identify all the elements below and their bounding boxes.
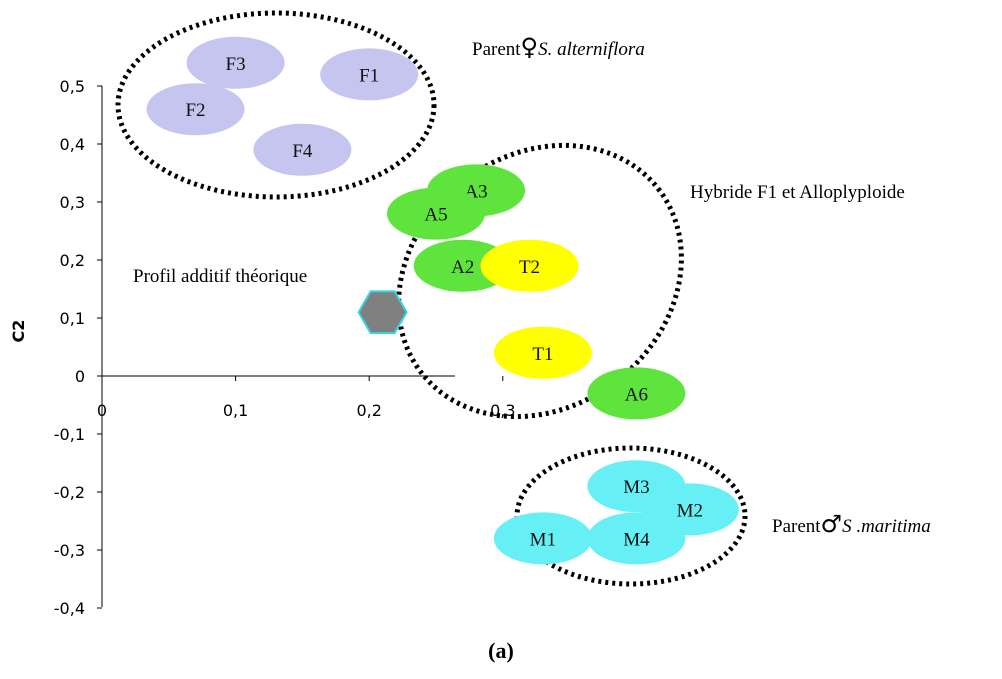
male-symbol-icon: ♂ xyxy=(821,510,843,538)
point-marker xyxy=(493,326,592,379)
point-label: M2 xyxy=(677,500,703,521)
group-annotations: Parent♀S. alterniflora Hybride F1 et All… xyxy=(133,33,931,538)
point-marker xyxy=(587,367,686,420)
hybrid-annotation: Hybride F1 et Alloplyploide xyxy=(690,182,905,203)
y-tick-label: -0,3 xyxy=(54,541,85,560)
female-symbol-icon: ♀ xyxy=(521,33,539,61)
maritima-species: S .maritima xyxy=(842,516,931,537)
point-marker xyxy=(253,123,352,176)
reference-hexagon xyxy=(357,290,408,334)
data-point-f3: F3 xyxy=(186,36,285,89)
y-tick-label: 0 xyxy=(75,367,85,386)
y-tick-label: 0,1 xyxy=(60,309,85,328)
point-label: T1 xyxy=(532,344,553,365)
data-point-f2: F2 xyxy=(146,83,245,136)
data-point-a6: A6 xyxy=(587,367,686,420)
point-label: M1 xyxy=(530,529,556,550)
y-tick-label: -0,2 xyxy=(54,483,85,502)
cluster-outline-alterniflora xyxy=(115,10,437,200)
figure-caption: (a) xyxy=(488,638,514,663)
y-tick-label: -0,1 xyxy=(54,425,85,444)
point-label: A6 xyxy=(625,384,648,405)
point-label: A5 xyxy=(424,205,447,226)
point-label: M3 xyxy=(623,477,649,498)
data-point-f4: F4 xyxy=(253,123,352,176)
x-tick-label: 0,2 xyxy=(356,401,381,420)
reference-point-group xyxy=(357,290,408,334)
data-point-a5: A5 xyxy=(387,187,485,240)
point-marker xyxy=(186,36,285,89)
y-tick-label: 0,2 xyxy=(60,251,85,270)
data-point-t1: T1 xyxy=(493,326,592,379)
data-point-t2: T2 xyxy=(480,239,579,292)
y-axis-label: C2 xyxy=(9,320,28,343)
point-marker xyxy=(480,239,579,292)
point-label: T2 xyxy=(519,257,540,278)
alterniflora-prefix: Parent xyxy=(472,39,521,60)
y-tick-label: 0,5 xyxy=(60,77,85,96)
point-label: F4 xyxy=(292,141,313,162)
point-label: A2 xyxy=(451,257,474,278)
y-tick-label: 0,3 xyxy=(60,193,85,212)
reference-annotation: Profil additif théorique xyxy=(133,266,307,287)
y-tick-label: 0,4 xyxy=(60,135,85,154)
maritima-prefix: Parent xyxy=(772,516,821,537)
point-marker xyxy=(320,48,419,101)
axes: 0,5 0,4 0,3 0,2 0,1 0 -0,1 -0,2 -0,3 -0,4 0 0,1 0,2… xyxy=(9,77,516,618)
x-tick-label: 0 xyxy=(97,401,107,420)
x-tick-label: 0,3 xyxy=(490,401,515,420)
alterniflora-species: S. alterniflora xyxy=(538,39,645,60)
point-label: F1 xyxy=(359,65,379,86)
data-point-m4: M4 xyxy=(587,512,686,565)
data-point-f1: F1 xyxy=(320,48,419,101)
alterniflora-annotation: Parent♀S. alterniflora xyxy=(472,33,645,61)
data-point-m1: M1 xyxy=(493,512,592,565)
point-marker xyxy=(146,83,245,136)
point-label: M4 xyxy=(623,529,650,550)
point-label: F3 xyxy=(226,54,246,75)
point-label: F2 xyxy=(185,100,205,121)
x-tick-label: 0,1 xyxy=(223,401,248,420)
point-marker xyxy=(387,187,485,240)
y-tick-label: -0,4 xyxy=(54,599,85,618)
maritima-annotation: Parent♂S .maritima xyxy=(772,510,931,538)
point-marker xyxy=(587,512,686,565)
cluster-outline-maritima xyxy=(514,445,748,587)
point-marker xyxy=(493,512,592,565)
